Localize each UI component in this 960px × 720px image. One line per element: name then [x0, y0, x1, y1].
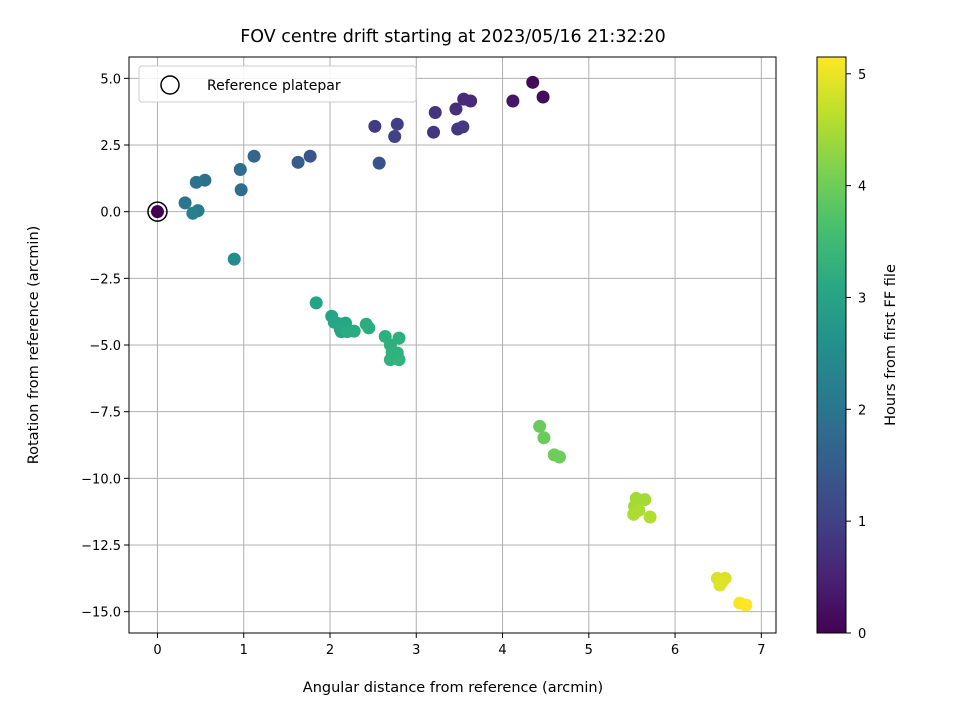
data-point	[233, 163, 247, 177]
legend-label-reference: Reference platepar	[207, 78, 341, 94]
colorbar-tick-label: 4	[858, 180, 866, 195]
data-point	[189, 175, 203, 189]
data-point	[392, 353, 406, 367]
colorbar-gradient	[816, 56, 847, 634]
y-tick-label: 0.0	[100, 206, 121, 221]
legend-box	[138, 65, 417, 103]
x-axis-label: Angular distance from reference (arcmin)	[303, 680, 603, 696]
reference-platepar-marker	[147, 201, 168, 222]
data-point	[428, 105, 442, 119]
data-point	[464, 94, 478, 108]
colorbar-tick-label: 5	[858, 68, 866, 83]
data-point	[456, 120, 470, 134]
y-tick-label: 2.5	[100, 139, 121, 154]
y-tick-label: −2.5	[89, 272, 121, 287]
data-point	[552, 450, 566, 464]
legend: Reference platepar	[138, 65, 417, 103]
x-tick-label: 4	[498, 643, 506, 658]
data-point	[739, 598, 753, 612]
data-point	[347, 324, 361, 338]
data-point	[227, 252, 241, 266]
x-tick-label: 5	[585, 643, 593, 658]
data-point	[526, 75, 540, 89]
data-point	[247, 149, 261, 163]
data-point	[368, 119, 382, 133]
data-point	[291, 155, 305, 169]
y-axis-label: Rotation from reference (arcmin)	[26, 226, 42, 465]
data-point	[372, 156, 386, 170]
x-tick-label: 7	[757, 643, 765, 658]
y-tick-label: 5.0	[100, 72, 121, 87]
colorbar-tick-label: 1	[858, 515, 866, 530]
data-point	[392, 331, 406, 345]
data-point	[536, 90, 550, 104]
y-tick-label: −10.0	[81, 472, 121, 487]
plot-frame	[128, 56, 777, 634]
x-tick-label: 0	[153, 643, 161, 658]
colorbar: 0 1 2 3 4 5	[816, 56, 866, 642]
colorbar-label: Hours from first FF file	[883, 264, 899, 426]
grid	[129, 57, 776, 633]
data-point	[537, 431, 551, 445]
x-tick-label: 1	[240, 643, 248, 658]
data-point	[388, 129, 402, 143]
x-tick-label: 3	[412, 643, 420, 658]
data-point	[643, 510, 657, 524]
data-point	[186, 206, 200, 220]
data-point	[178, 196, 192, 210]
data-points	[147, 75, 753, 612]
data-point	[234, 183, 248, 197]
data-point	[427, 125, 441, 139]
data-point	[638, 493, 652, 507]
y-tick-label: −7.5	[89, 406, 121, 421]
colorbar-tick-label: 3	[858, 291, 866, 306]
data-point	[506, 94, 520, 108]
plot-axes: 0 1 2 3 4 5 6 7 5.0 2.5 0.0 −2.5 −5.0 −7.5 −10.0 −12.5 −…	[81, 56, 777, 658]
y-tick-label: −5.0	[89, 339, 121, 354]
data-point	[390, 117, 404, 131]
data-point	[150, 205, 164, 219]
legend-marker-reference	[160, 75, 180, 95]
chart-title: FOV centre drift starting at 2023/05/16 …	[240, 27, 666, 47]
x-tick-label: 6	[671, 643, 679, 658]
colorbar-tick-label: 0	[858, 627, 866, 642]
y-tick-label: −15.0	[81, 606, 121, 621]
data-point	[303, 149, 317, 163]
data-point	[309, 296, 323, 310]
data-point	[713, 578, 727, 592]
x-tick-label: 2	[326, 643, 334, 658]
colorbar-tick-label: 2	[858, 403, 866, 418]
data-point	[449, 102, 463, 116]
data-point	[533, 419, 547, 433]
y-tick-label: −12.5	[81, 539, 121, 554]
data-point	[627, 507, 641, 521]
data-point	[362, 321, 376, 335]
